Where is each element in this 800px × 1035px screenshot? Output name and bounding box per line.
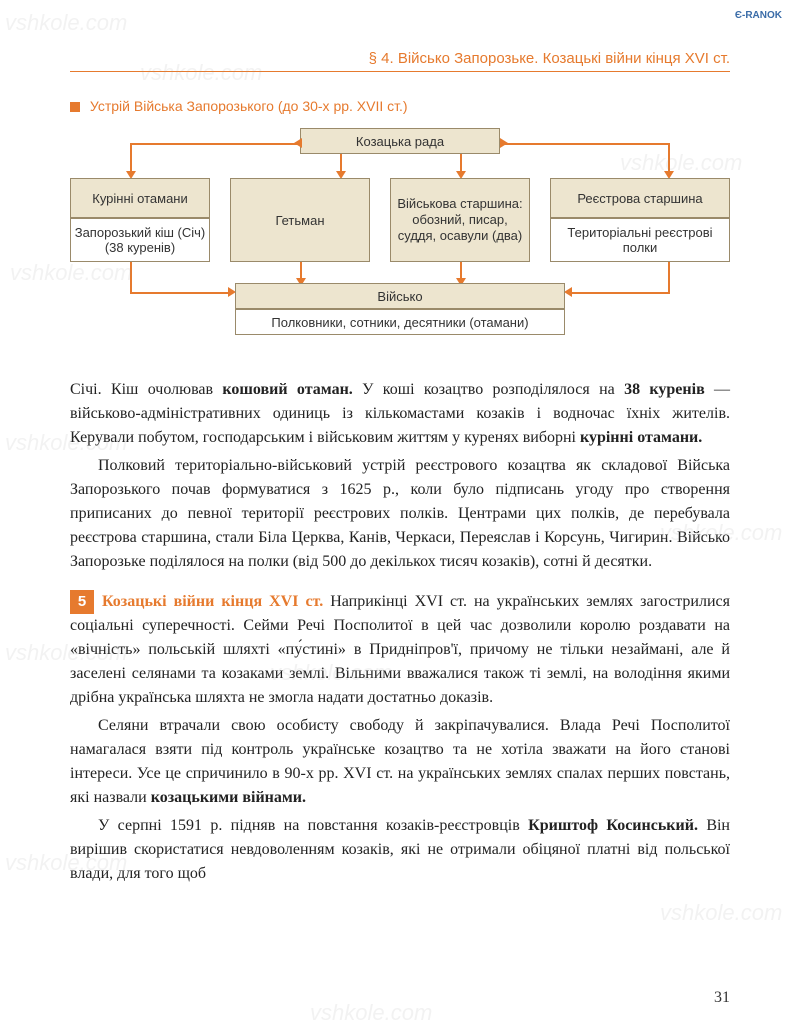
box-kurinni-otamany: Курінні отамани [70,178,210,218]
box-hetman: Гетьман [230,178,370,262]
org-diagram: Устрій Війська Запорозького (до 30-х рр.… [70,98,730,358]
watermark: vshkole.com [660,900,782,926]
section-5-title: Козацькі війни кінця XVI ст. [102,593,323,610]
section-number-badge: 5 [70,590,94,614]
diagram-title: Устрій Війська Запорозького (до 30-х рр.… [70,98,730,114]
box-zaporozkyi-kish: Запорозький кіш (Січ) (38 куренів) [70,218,210,262]
box-kozatska-rada: Козацька рада [300,128,500,154]
paragraph-2: Полковий територіально-військовий устрій… [70,454,730,574]
diagram-title-text: Устрій Війська Запорозького (до 30-х рр.… [90,98,408,114]
title-square-icon [70,102,80,112]
paragraph-3: 5Козацькі війни кінця XVI ст. Наприкінці… [70,590,730,710]
paragraph-5: У серпні 1591 р. підняв на повстання коз… [70,814,730,886]
body-text: Січі. Кіш очолював кошовий отаман. У кош… [70,378,730,886]
page-number: 31 [714,989,730,1007]
watermark: vshkole.com [310,1000,432,1026]
publisher-logo: Є-RANOK [735,10,782,21]
paragraph-1: Січі. Кіш очолював кошовий отаман. У кош… [70,378,730,450]
box-reiestrova-starshyna: Реєстрова старшина [550,178,730,218]
box-viiskova-starshyna: Військова стар­шина: обозний, писар, суд… [390,178,530,262]
box-viisko: Військо [235,283,565,309]
box-territorialni-polky: Територіальні реєстрові полки [550,218,730,262]
section-header: § 4. Військо Запорозьке. Козацькі війни … [70,50,730,72]
box-polkovnyky: Полковники, сотники, десятники (отамани) [235,309,565,335]
paragraph-4: Селяни втрачали свою особисту свободу й … [70,714,730,810]
